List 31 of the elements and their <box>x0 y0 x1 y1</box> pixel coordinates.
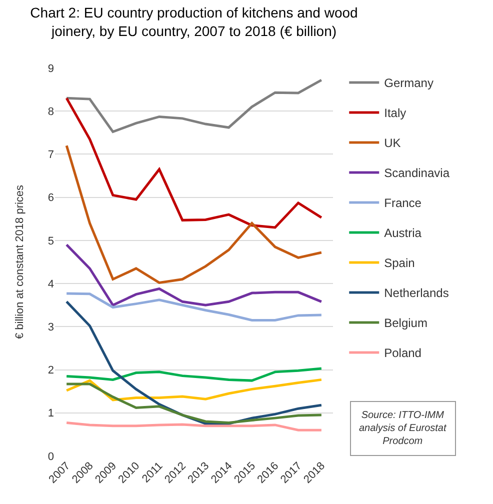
legend-label: UK <box>384 136 401 150</box>
line-series <box>65 292 323 322</box>
line-series <box>65 422 323 432</box>
legend-label: France <box>384 196 422 210</box>
line-series <box>65 78 323 134</box>
chart-title: Chart 2: EU country production of kitchens and wood joinery, by EU country, 2007 to 2018 (€ billion) <box>30 4 358 39</box>
y-tick-label: 9 <box>48 62 54 75</box>
legend-label: Germany <box>384 76 434 90</box>
line-series <box>65 367 323 382</box>
y-axis-title: € billion at constant 2018 prices <box>14 184 26 340</box>
line-series <box>65 144 323 284</box>
legend-label: Austria <box>384 226 422 240</box>
legend-label: Poland <box>384 346 422 360</box>
legend-label: Netherlands <box>384 286 449 300</box>
y-tick-label: 2 <box>48 364 54 377</box>
line-series <box>65 96 323 229</box>
y-tick-label: 0 <box>48 450 54 463</box>
y-tick-label: 3 <box>48 322 54 334</box>
line-series <box>65 382 323 424</box>
y-tick-label: 7 <box>48 149 54 162</box>
y-tick-label: 8 <box>48 106 54 118</box>
legend-label: Spain <box>384 256 415 270</box>
source-note: Source: ITTO-IMM analysis of Eurostat Prodcom <box>359 410 448 447</box>
legend-label: Belgium <box>384 316 428 330</box>
y-tick-label: 5 <box>48 235 54 248</box>
y-tick-label: 6 <box>48 192 54 204</box>
legend-label: Italy <box>384 106 406 120</box>
y-tick-label: 4 <box>48 278 54 290</box>
legend-label: Scandinavia <box>384 166 450 180</box>
y-tick-label: 1 <box>48 408 54 420</box>
line-series <box>65 244 323 306</box>
